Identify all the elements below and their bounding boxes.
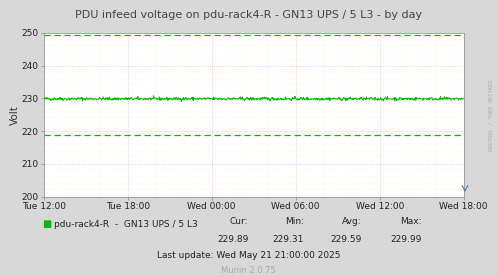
Text: RRDTOOL / TOBI OETIKER: RRDTOOL / TOBI OETIKER xyxy=(489,80,494,151)
Text: Munin 2.0.75: Munin 2.0.75 xyxy=(221,266,276,274)
Text: 229.59: 229.59 xyxy=(331,235,362,244)
Text: Cur:: Cur: xyxy=(230,217,248,226)
Text: Min:: Min: xyxy=(285,217,304,226)
Text: Max:: Max: xyxy=(400,217,421,226)
Text: Last update: Wed May 21 21:00:00 2025: Last update: Wed May 21 21:00:00 2025 xyxy=(157,251,340,260)
Text: 229.31: 229.31 xyxy=(273,235,304,244)
Text: 229.99: 229.99 xyxy=(390,235,421,244)
Text: PDU infeed voltage on pdu-rack4-R - GN13 UPS / 5 L3 - by day: PDU infeed voltage on pdu-rack4-R - GN13… xyxy=(75,10,422,20)
Text: 229.89: 229.89 xyxy=(217,235,248,244)
Text: ■: ■ xyxy=(42,219,52,229)
Text: Avg:: Avg: xyxy=(342,217,362,226)
Y-axis label: Volt: Volt xyxy=(9,105,20,125)
Text: pdu-rack4-R  -  GN13 UPS / 5 L3: pdu-rack4-R - GN13 UPS / 5 L3 xyxy=(54,220,197,229)
